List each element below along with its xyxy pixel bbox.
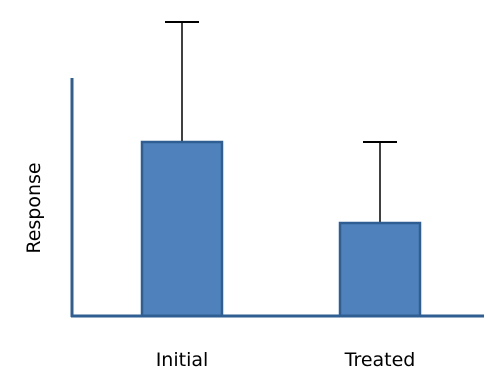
x-tick-label-treated: Treated xyxy=(344,349,416,371)
category-labels: Initial Treated xyxy=(156,349,416,371)
y-axis-label: Response xyxy=(23,162,45,253)
bars xyxy=(140,140,422,318)
bar-initial xyxy=(140,140,224,318)
axes xyxy=(70,78,484,318)
x-tick-label-initial: Initial xyxy=(156,349,209,371)
bar-treated xyxy=(338,221,422,318)
error-bars xyxy=(165,21,397,223)
